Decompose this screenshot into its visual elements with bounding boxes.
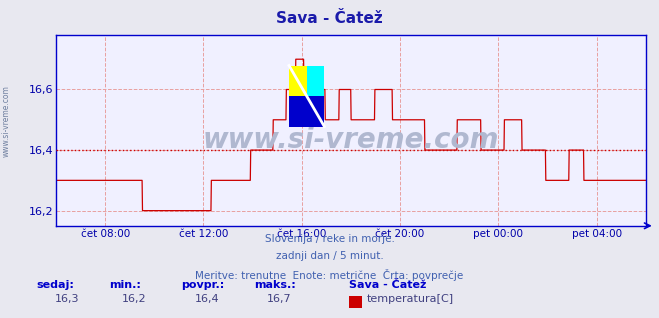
- Text: Slovenija / reke in morje.: Slovenija / reke in morje.: [264, 234, 395, 244]
- Text: temperatura[C]: temperatura[C]: [367, 294, 454, 304]
- Text: 16,3: 16,3: [55, 294, 79, 304]
- Text: www.si-vreme.com: www.si-vreme.com: [203, 126, 499, 154]
- Text: zadnji dan / 5 minut.: zadnji dan / 5 minut.: [275, 251, 384, 261]
- Text: Meritve: trenutne  Enote: metrične  Črta: povprečje: Meritve: trenutne Enote: metrične Črta: …: [195, 269, 464, 281]
- Text: povpr.:: povpr.:: [181, 280, 225, 290]
- Text: Sava - Čatež: Sava - Čatež: [349, 280, 426, 290]
- Text: 16,4: 16,4: [194, 294, 219, 304]
- Text: 16,2: 16,2: [122, 294, 146, 304]
- Text: www.si-vreme.com: www.si-vreme.com: [2, 85, 11, 157]
- Text: sedaj:: sedaj:: [36, 280, 74, 290]
- Text: maks.:: maks.:: [254, 280, 295, 290]
- Text: min.:: min.:: [109, 280, 140, 290]
- Text: Sava - Čatež: Sava - Čatež: [276, 11, 383, 26]
- Text: 16,7: 16,7: [267, 294, 291, 304]
